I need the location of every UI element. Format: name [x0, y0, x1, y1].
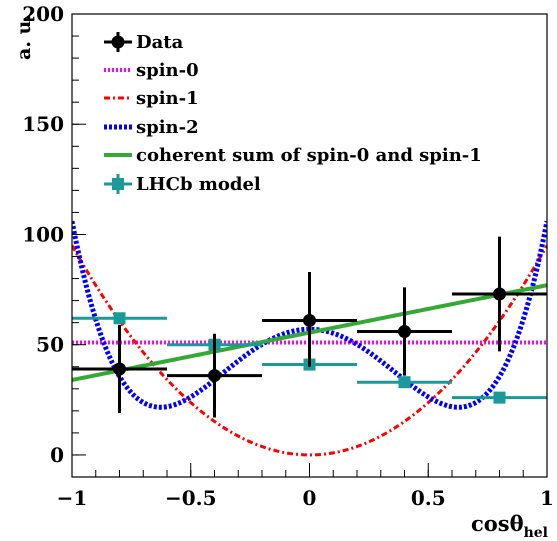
- y-axis-label: a. u.: [13, 14, 35, 60]
- data-point: [167, 333, 262, 418]
- data-marker: [493, 287, 506, 301]
- y-tick-label: 50: [36, 333, 64, 357]
- x-tick-label: −1: [57, 486, 88, 510]
- x-axis-label-main: cosθ: [471, 511, 524, 536]
- x-tick-label: −0.5: [165, 486, 217, 510]
- lhcb-model-marker: [493, 391, 506, 404]
- legend-symbol: [112, 178, 124, 190]
- plot-frame: [71, 13, 548, 478]
- legend-label: spin-2: [136, 117, 199, 138]
- data-marker: [398, 324, 411, 338]
- legend: Data spin-0 spin-1 spin-2 coherent sum of sp…: [104, 32, 482, 195]
- lhcb-model-point: [357, 376, 452, 389]
- y-tick-label: 150: [22, 112, 64, 136]
- axis-tick-labels: −1 −0.5 0 0.5 1 0 50 100 150 200: [22, 2, 554, 510]
- legend-entry: spin-2: [104, 117, 199, 138]
- legend-label: Data: [136, 32, 184, 53]
- legend-label: spin-1: [136, 88, 199, 109]
- legend-label: spin-0: [136, 60, 199, 81]
- plot-points: [72, 236, 547, 418]
- x-axis-label: cosθhel: [471, 511, 548, 541]
- lhcb-model-marker: [113, 312, 126, 325]
- legend-entry: LHCb model: [104, 174, 261, 195]
- data-marker: [303, 313, 316, 327]
- legend-entry: coherent sum of spin-0 and spin-1: [104, 145, 482, 166]
- y-tick-label: 200: [22, 2, 64, 26]
- legend-entry: spin-1: [104, 88, 199, 109]
- lhcb-model-marker: [398, 376, 411, 389]
- axis-ticks: [71, 13, 548, 478]
- lhcb-model-point: [72, 312, 167, 325]
- data-point: [452, 236, 547, 352]
- legend-label: coherent sum of spin-0 and spin-1: [136, 145, 482, 166]
- data-point: [262, 271, 357, 367]
- data-point: [72, 324, 167, 414]
- x-tick-label: 0.5: [411, 486, 446, 510]
- data-point: [357, 287, 452, 376]
- spin-1-curve: [72, 244, 547, 457]
- data-marker: [113, 362, 126, 376]
- x-tick-label: 1: [540, 486, 554, 510]
- data-marker: [208, 369, 221, 383]
- y-tick-label: 100: [22, 222, 64, 246]
- legend-entry: spin-0: [104, 60, 199, 81]
- legend-symbol: [111, 35, 125, 49]
- legend-entry: Data: [104, 32, 184, 53]
- lhcb-model-point: [452, 391, 547, 404]
- spin-2-curve: [72, 220, 547, 410]
- x-tick-label: 0: [303, 486, 317, 510]
- y-tick-label: 0: [50, 443, 64, 467]
- x-axis-label-subscript: hel: [524, 525, 548, 541]
- legend-label: LHCb model: [136, 174, 261, 195]
